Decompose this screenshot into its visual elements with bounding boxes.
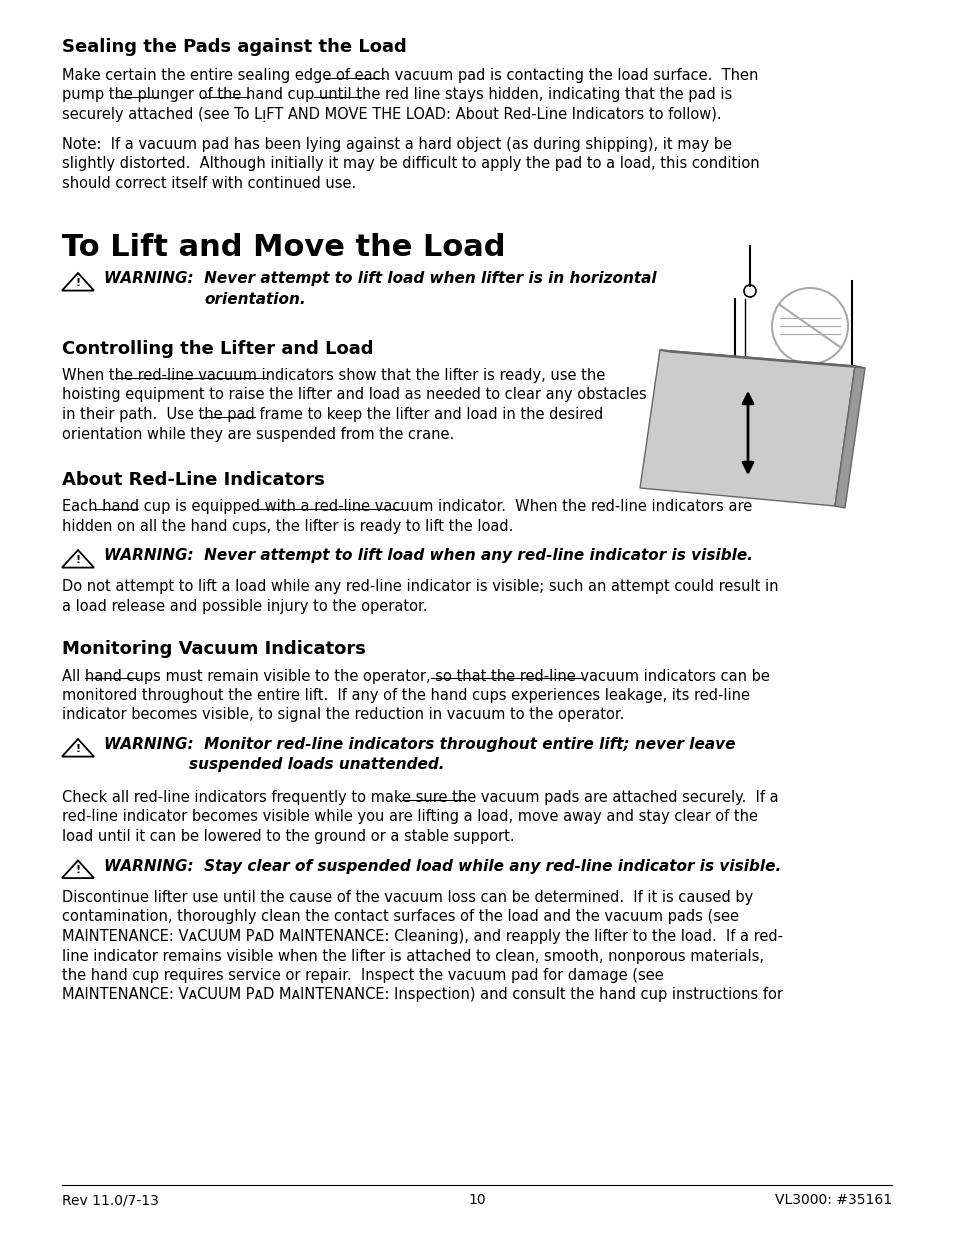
Text: MAINTENANCE: VᴀCUUM PᴀD MᴀINTENANCE: Cleaning), and reapply the lifter to the lo: MAINTENANCE: VᴀCUUM PᴀD MᴀINTENANCE: Cle… [62, 929, 782, 944]
Text: slightly distorted.  Although initially it may be difficult to apply the pad to : slightly distorted. Although initially i… [62, 156, 759, 170]
Text: !: ! [75, 743, 80, 753]
Text: Controlling the Lifter and Load: Controlling the Lifter and Load [62, 340, 374, 358]
Text: Each hand cup is equipped with a red-line vacuum indicator.  When the red-line i: Each hand cup is equipped with a red-lin… [62, 499, 752, 514]
Polygon shape [639, 350, 854, 506]
Text: Rev 11.0/7-13: Rev 11.0/7-13 [62, 1193, 159, 1207]
Text: Note:  If a vacuum pad has been lying against a hard object (as during shipping): Note: If a vacuum pad has been lying aga… [62, 137, 731, 152]
Text: To Lift and Move the Load: To Lift and Move the Load [62, 233, 505, 262]
Text: in their path.  Use the pad frame to keep the lifter and load in the desired: in their path. Use the pad frame to keep… [62, 408, 602, 422]
Text: a load release and possible injury to the operator.: a load release and possible injury to th… [62, 599, 427, 614]
Text: !: ! [75, 555, 80, 564]
Text: WARNING:  Never attempt to lift load when lifter is in horizontal: WARNING: Never attempt to lift load when… [104, 270, 656, 287]
Text: load until it can be lowered to the ground or a stable support.: load until it can be lowered to the grou… [62, 829, 514, 844]
Text: pump the plunger of the hand cup until the red line stays hidden, indicating tha: pump the plunger of the hand cup until t… [62, 88, 732, 103]
Text: !: ! [75, 278, 80, 288]
Text: MAINTENANCE: VᴀCUUM PᴀD MᴀINTENANCE: Inspection) and consult the hand cup instru: MAINTENANCE: VᴀCUUM PᴀD MᴀINTENANCE: Ins… [62, 988, 782, 1003]
Text: indicator becomes visible, to signal the reduction in vacuum to the operator.: indicator becomes visible, to signal the… [62, 708, 623, 722]
Text: Monitoring Vacuum Indicators: Monitoring Vacuum Indicators [62, 641, 366, 658]
Text: When the red-line vacuum indicators show that the lifter is ready, use the: When the red-line vacuum indicators show… [62, 368, 604, 383]
Text: line indicator remains visible when the lifter is attached to clean, smooth, non: line indicator remains visible when the … [62, 948, 763, 963]
Text: contamination, thoroughly clean the contact surfaces of the load and the vacuum : contamination, thoroughly clean the cont… [62, 909, 739, 925]
Text: orientation.: orientation. [204, 293, 305, 308]
Text: About Red-Line Indicators: About Red-Line Indicators [62, 471, 325, 489]
Text: 10: 10 [468, 1193, 485, 1207]
Text: Sealing the Pads against the Load: Sealing the Pads against the Load [62, 38, 406, 56]
Text: Check all red-line indicators frequently to make sure the vacuum pads are attach: Check all red-line indicators frequently… [62, 790, 778, 805]
Text: Do not attempt to lift a load while any red-line indicator is visible; such an a: Do not attempt to lift a load while any … [62, 579, 778, 594]
Polygon shape [834, 366, 864, 508]
Text: hidden on all the hand cups, the lifter is ready to lift the load.: hidden on all the hand cups, the lifter … [62, 519, 513, 534]
Text: securely attached (see To LᴉFT AND MOVE THE LOAD: About Red-Line Indicators to f: securely attached (see To LᴉFT AND MOVE … [62, 107, 720, 122]
Text: hoisting equipment to raise the lifter and load as needed to clear any obstacles: hoisting equipment to raise the lifter a… [62, 388, 646, 403]
Text: WARNING:  Never attempt to lift load when any red-line indicator is visible.: WARNING: Never attempt to lift load when… [104, 548, 752, 563]
Text: !: ! [75, 864, 80, 876]
Text: red-line indicator becomes visible while you are lifting a load, move away and s: red-line indicator becomes visible while… [62, 809, 758, 825]
Polygon shape [659, 350, 864, 368]
Text: WARNING:  Stay clear of suspended load while any red-line indicator is visible.: WARNING: Stay clear of suspended load wh… [104, 858, 781, 873]
Text: monitored throughout the entire lift.  If any of the hand cups experiences leaka: monitored throughout the entire lift. If… [62, 688, 749, 703]
Text: Discontinue lifter use until the cause of the vacuum loss can be determined.  If: Discontinue lifter use until the cause o… [62, 890, 753, 905]
Text: suspended loads unattended.: suspended loads unattended. [189, 757, 444, 773]
Text: All hand cups must remain visible to the operator, so that the red-line vacuum i: All hand cups must remain visible to the… [62, 668, 769, 683]
Text: orientation while they are suspended from the crane.: orientation while they are suspended fro… [62, 426, 454, 441]
Text: should correct itself with continued use.: should correct itself with continued use… [62, 175, 355, 190]
Text: WARNING:  Monitor red-line indicators throughout entire lift; never leave: WARNING: Monitor red-line indicators thr… [104, 737, 735, 752]
Text: Make certain the entire sealing edge of each vacuum pad is contacting the load s: Make certain the entire sealing edge of … [62, 68, 758, 83]
Text: T: T [62, 233, 83, 262]
Text: the hand cup requires service or repair.  Inspect the vacuum pad for damage (see: the hand cup requires service or repair.… [62, 968, 663, 983]
Text: VL3000: #35161: VL3000: #35161 [774, 1193, 891, 1207]
